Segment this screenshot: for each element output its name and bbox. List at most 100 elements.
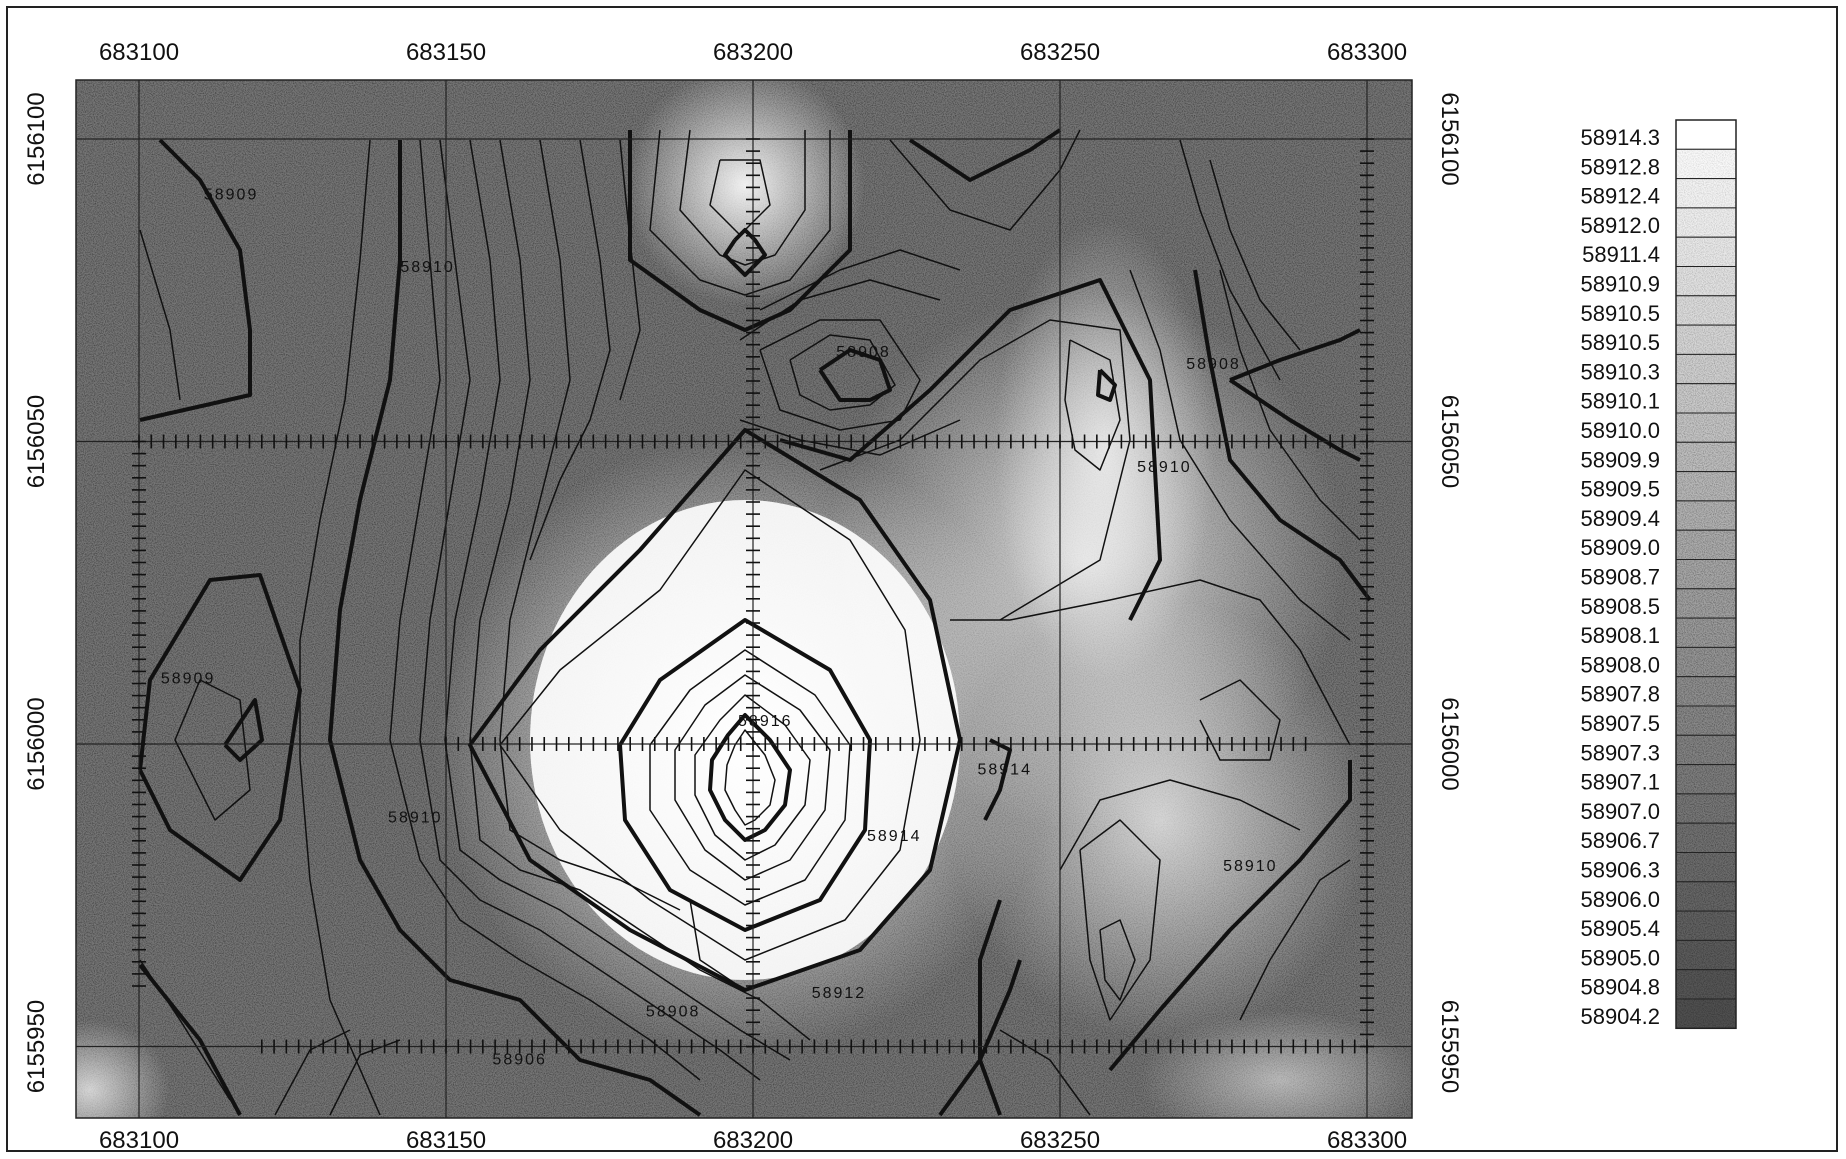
x-tick-label-bottom: 683100 xyxy=(99,1127,179,1154)
legend-label: 58906.0 xyxy=(1580,887,1660,912)
legend-label: 58910.9 xyxy=(1580,272,1660,297)
legend-swatch-texture xyxy=(1676,383,1736,413)
legend-swatch-texture xyxy=(1676,676,1736,706)
legend-swatch-texture xyxy=(1676,999,1736,1029)
legend-label: 58912.8 xyxy=(1580,154,1660,179)
legend-swatch xyxy=(1675,119,1737,150)
legend-swatch-texture xyxy=(1676,442,1736,472)
legend-swatch-texture xyxy=(1676,618,1736,648)
legend-swatch-texture xyxy=(1676,647,1736,677)
legend: 58914.3 58912.8 58912.4 58912.0 58911.4 58910… xyxy=(1580,119,1737,1030)
x-tick-label-top: 683100 xyxy=(99,39,179,66)
legend-swatch-texture xyxy=(1676,237,1736,267)
legend-label: 58910.5 xyxy=(1580,301,1660,326)
contour-label: 58912 xyxy=(812,985,867,1002)
contour-label: 58908 xyxy=(646,1003,701,1020)
legend-swatch-texture xyxy=(1676,735,1736,765)
contour-label: 58916 xyxy=(738,713,793,730)
y-tick-label-right: 6156050 xyxy=(1436,395,1463,488)
legend-swatch-texture xyxy=(1676,354,1736,384)
contour-label: 58909 xyxy=(161,671,216,688)
legend-label: 58907.3 xyxy=(1580,740,1660,765)
legend-border xyxy=(1675,119,1737,1030)
legend-label: 58907.1 xyxy=(1580,770,1660,795)
legend-swatch-texture xyxy=(1676,911,1736,941)
legend-label: 58907.5 xyxy=(1580,711,1660,736)
legend-swatch-texture xyxy=(1676,940,1736,970)
legend-swatch-texture xyxy=(1676,295,1736,326)
y-tick-label-right: 6155950 xyxy=(1436,1000,1463,1093)
contour-label: 58909 xyxy=(204,187,259,204)
legend-swatch-texture xyxy=(1676,207,1736,238)
legend-swatch-texture xyxy=(1676,969,1736,999)
legend-swatch-texture xyxy=(1676,178,1736,208)
legend-swatch-texture xyxy=(1676,764,1736,794)
legend-label: 58904.2 xyxy=(1580,1004,1660,1029)
legend-swatch-texture xyxy=(1676,588,1736,619)
legend-swatch-texture xyxy=(1676,471,1736,501)
legend-label: 58908.1 xyxy=(1580,623,1660,648)
x-tick-label-top: 683200 xyxy=(713,39,793,66)
legend-label: 58905.4 xyxy=(1580,916,1660,941)
legend-label: 58910.3 xyxy=(1580,359,1660,384)
grid-lines xyxy=(76,80,1412,1118)
legend-label: 58910.5 xyxy=(1580,330,1660,355)
legend-swatch-texture xyxy=(1676,325,1736,355)
y-tick-label-left: 6156050 xyxy=(23,395,50,488)
y-tick-label-left: 6156100 xyxy=(23,92,50,185)
x-tick-label-top: 683150 xyxy=(406,39,486,66)
y-tick-label-left: 6156000 xyxy=(23,697,50,790)
legend-swatch-texture xyxy=(1676,793,1736,824)
x-tick-label-bottom: 683200 xyxy=(713,1127,793,1154)
legend-swatch-texture xyxy=(1676,266,1736,296)
y-tick-label-right: 6156100 xyxy=(1436,92,1463,185)
legend-label: 58906.7 xyxy=(1580,828,1660,853)
legend-label: 58909.0 xyxy=(1580,535,1660,560)
x-tick-label-bottom: 683250 xyxy=(1020,1127,1100,1154)
legend-label: 58909.5 xyxy=(1580,477,1660,502)
y-tick-label-left: 6155950 xyxy=(23,1000,50,1093)
y-tick-label-right: 6156000 xyxy=(1436,697,1463,790)
legend-swatch-texture xyxy=(1676,823,1736,853)
legend-label: 58907.0 xyxy=(1580,799,1660,824)
legend-swatch-texture xyxy=(1676,500,1736,531)
x-tick-label-bottom: 683300 xyxy=(1327,1127,1407,1154)
legend-label: 58908.7 xyxy=(1580,565,1660,590)
legend-label: 58908.0 xyxy=(1580,652,1660,677)
contour-label: 58914 xyxy=(867,828,922,845)
contour-label: 58910 xyxy=(1137,459,1192,476)
contour-label: 58908 xyxy=(836,344,891,361)
legend-label: 58911.4 xyxy=(1582,242,1660,267)
contour-label: 58910 xyxy=(1223,858,1278,875)
legend-label: 58905.0 xyxy=(1580,945,1660,970)
contour-label: 58908 xyxy=(1186,356,1241,373)
legend-swatch-texture xyxy=(1676,149,1736,179)
contour-label: 58910 xyxy=(388,810,443,827)
contour-label: 58914 xyxy=(977,761,1032,778)
contour-label: 58910 xyxy=(400,259,455,276)
legend-swatch-texture xyxy=(1676,530,1736,560)
legend-swatch-texture xyxy=(1676,852,1736,882)
map-border xyxy=(75,79,1413,1119)
legend-label: 58910.1 xyxy=(1580,389,1660,414)
x-tick-label-bottom: 683150 xyxy=(406,1127,486,1154)
legend-label: 58906.3 xyxy=(1580,858,1660,883)
legend-label: 58914.3 xyxy=(1580,125,1660,150)
legend-swatch-texture xyxy=(1676,881,1736,912)
legend-swatch-texture xyxy=(1676,413,1736,443)
x-tick-label-top: 683250 xyxy=(1020,39,1100,66)
contour-label: 58906 xyxy=(492,1052,547,1069)
legend-label: 58909.4 xyxy=(1580,506,1660,531)
legend-label: 58912.0 xyxy=(1580,213,1660,238)
map-area: 58909 58910 58908 58910 58908 58909 58910 58916… xyxy=(76,80,1412,1118)
legend-label: 58909.9 xyxy=(1580,447,1660,472)
legend-label: 58907.8 xyxy=(1580,682,1660,707)
legend-swatch-texture xyxy=(1676,706,1736,736)
legend-label: 58908.5 xyxy=(1580,594,1660,619)
axis-labels: 683100 683100 683150 683150 683200 683200 6832… xyxy=(23,39,1463,1154)
legend-label: 58904.8 xyxy=(1580,975,1660,1000)
map-frame xyxy=(6,6,1838,1152)
legend-swatch-texture xyxy=(1676,559,1736,589)
x-tick-label-top: 683300 xyxy=(1327,39,1407,66)
